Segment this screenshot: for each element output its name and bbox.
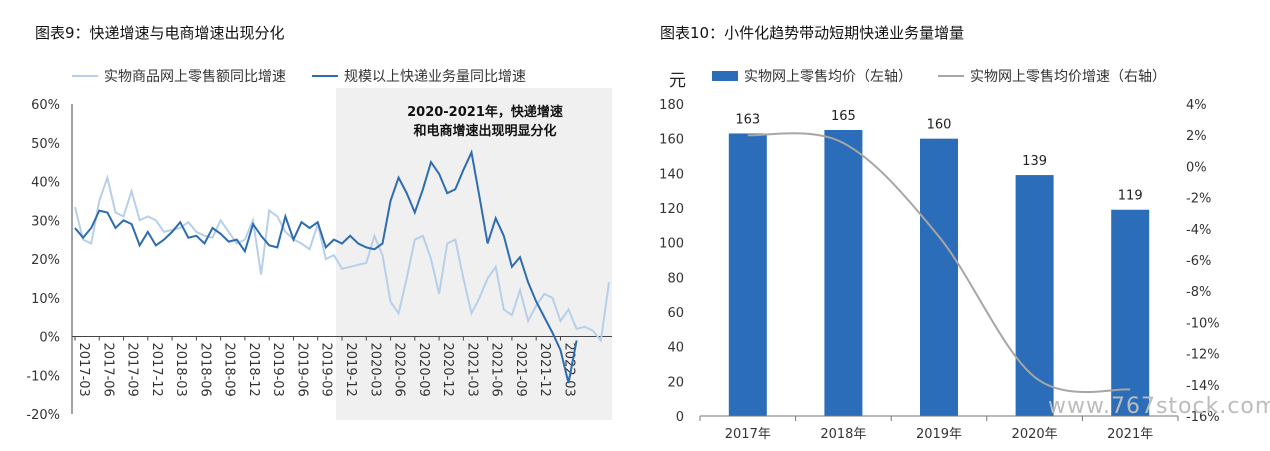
right-x-tick-label: 2020年 — [1012, 427, 1058, 442]
legend-label-ecommerce: 实物商品网上零售额同比增速 — [104, 69, 286, 85]
left-y-axis: 60% 50% 40% 30% 20% 10% 0% -10% -20% — [26, 98, 60, 423]
left-x-tick-label: 2018-09 — [222, 343, 237, 397]
bar-series-avg-price: 163 165 160 139 119 — [728, 109, 1150, 416]
series-line-price-growth — [747, 132, 1131, 394]
bar-data-label: 139 — [1022, 154, 1047, 169]
legend-swatch-avg-price — [712, 71, 738, 81]
left-x-tick-label: 2018-06 — [197, 343, 212, 397]
right-chart-title: 图表10：小件化趋势带动短期快递业务量增量 — [660, 24, 965, 42]
left-x-tick-label: 2021-03 — [464, 343, 479, 397]
bar-data-label: 160 — [927, 118, 952, 133]
left-x-tick-label: 2019-06 — [294, 343, 309, 397]
legend-label-avg-price: 实物网上零售均价（左轴） — [744, 69, 912, 85]
right-left-y-axis: 180 160 140 120 100 80 60 40 20 0 — [659, 98, 684, 425]
right-right-y-axis: 4% 2% 0% -2% -4% -6% -8% -10% -12% -14% -16% — [1186, 98, 1220, 425]
right-left-tick-label: 40 — [667, 341, 684, 356]
bar-avg-price — [728, 133, 767, 416]
watermark: www.767stock.com — [1048, 394, 1270, 419]
legend-item-ecommerce: 实物商品网上零售额同比增速 — [72, 66, 286, 86]
left-x-tick-label: 2021-06 — [489, 343, 504, 397]
right-legend: 实物网上零售均价（左轴） 实物网上零售均价增速（右轴） — [712, 66, 1166, 86]
left-x-tick-label: 2018-03 — [173, 343, 188, 397]
right-left-tick-label: 60 — [667, 306, 684, 321]
right-right-tick-label: 0% — [1186, 160, 1207, 175]
legend-item-price-growth: 实物网上零售均价增速（右轴） — [938, 66, 1166, 86]
left-legend: 实物商品网上零售额同比增速 规模以上快递业务量同比增速 — [72, 66, 526, 86]
left-x-tick-label: 2017-06 — [100, 343, 115, 397]
right-left-tick-label: 20 — [667, 375, 684, 390]
right-right-tick-label: -14% — [1186, 379, 1220, 394]
left-chart-title: 图表9：快递增速与电商增速出现分化 — [35, 24, 285, 42]
left-x-tick-label: 2021-12 — [537, 343, 552, 397]
legend-item-express: 规模以上快递业务量同比增速 — [312, 66, 526, 86]
right-left-tick-label: 140 — [659, 167, 684, 182]
left-y-tick-label: 20% — [31, 253, 60, 268]
bar-avg-price — [1111, 209, 1150, 416]
left-x-tick-label: 2020-12 — [440, 343, 455, 397]
right-right-tick-label: -8% — [1186, 285, 1211, 300]
right-right-tick-label: -4% — [1186, 223, 1211, 238]
left-x-tick-label: 2018-12 — [246, 343, 261, 397]
right-x-axis: 2017年 2018年 2019年 2020年 2021年 — [699, 416, 1179, 442]
series-line-ecommerce — [74, 174, 610, 343]
left-y-tick-label: 0% — [39, 331, 60, 346]
left-y-tick-label: 30% — [31, 214, 60, 229]
right-x-tick-label: 2017年 — [725, 427, 771, 442]
left-x-tick-label: 2020-03 — [367, 343, 382, 397]
right-x-tick-label: 2018年 — [820, 427, 866, 442]
right-right-tick-label: -10% — [1186, 316, 1220, 331]
bar-data-label: 163 — [735, 112, 760, 127]
right-x-tick-label: 2019年 — [916, 427, 962, 442]
right-left-tick-label: 0 — [676, 410, 684, 425]
left-x-axis: 2017-03 2017-06 2017-09 2017-12 2018-03 2018-… — [74, 336, 576, 397]
left-y-tick-label: 50% — [31, 137, 60, 152]
right-left-tick-label: 80 — [667, 271, 684, 286]
right-right-tick-label: -12% — [1186, 348, 1220, 363]
bar-data-label: 165 — [831, 109, 856, 124]
bar-avg-price — [824, 130, 863, 416]
right-right-tick-label: -6% — [1186, 254, 1211, 269]
annotation-line-1: 2020-2021年，快递增速 — [407, 104, 563, 120]
left-x-tick-label: 2019-12 — [343, 343, 358, 397]
right-left-tick-label: 100 — [659, 237, 684, 252]
right-left-tick-label: 180 — [659, 98, 684, 113]
right-left-tick-label: 160 — [659, 133, 684, 148]
right-x-tick-label: 2021年 — [1107, 427, 1153, 442]
left-x-tick-label: 2021-09 — [513, 343, 528, 397]
left-x-tick-label: 2017-03 — [76, 343, 91, 397]
series-line-express — [74, 149, 578, 384]
legend-swatch-ecommerce — [72, 75, 98, 77]
left-x-tick-label: 2017-12 — [149, 343, 164, 397]
left-x-tick-label: 2019-09 — [319, 343, 334, 397]
left-y-tick-label: 40% — [31, 176, 60, 191]
left-x-tick-label: 2020-06 — [392, 343, 407, 397]
bar-data-label: 119 — [1118, 189, 1143, 204]
left-line-chart: 60%50%40%30%20%10%0%-10%-20% 2017-03 2017… — [26, 88, 612, 423]
legend-label-price-growth: 实物网上零售均价增速（右轴） — [970, 69, 1166, 85]
left-x-tick-label: 2017-09 — [125, 343, 140, 397]
right-left-tick-label: 120 — [659, 202, 684, 217]
legend-item-avg-price: 实物网上零售均价（左轴） — [712, 66, 912, 86]
left-x-tick-label: 2019-03 — [270, 343, 285, 397]
right-right-tick-label: 4% — [1186, 98, 1207, 113]
right-right-tick-label: -2% — [1186, 192, 1211, 207]
bar-avg-price — [920, 138, 958, 416]
left-axis-unit: 元 — [669, 71, 686, 91]
left-y-tick-label: 60% — [31, 98, 60, 113]
legend-label-express: 规模以上快递业务量同比增速 — [344, 69, 526, 85]
left-x-tick-label: 2020-09 — [416, 343, 431, 397]
legend-swatch-price-growth — [938, 75, 964, 77]
left-y-tick-label: -10% — [26, 369, 60, 384]
bar-avg-price — [1015, 175, 1054, 416]
right-right-tick-label: -16% — [1186, 410, 1220, 425]
annotation-line-2: 和电商增速出现明显分化 — [413, 123, 556, 139]
left-y-tick-label: 10% — [31, 292, 60, 307]
left-y-tick-label: -20% — [26, 408, 60, 423]
right-right-tick-label: 2% — [1186, 129, 1207, 144]
legend-swatch-express — [312, 75, 338, 77]
